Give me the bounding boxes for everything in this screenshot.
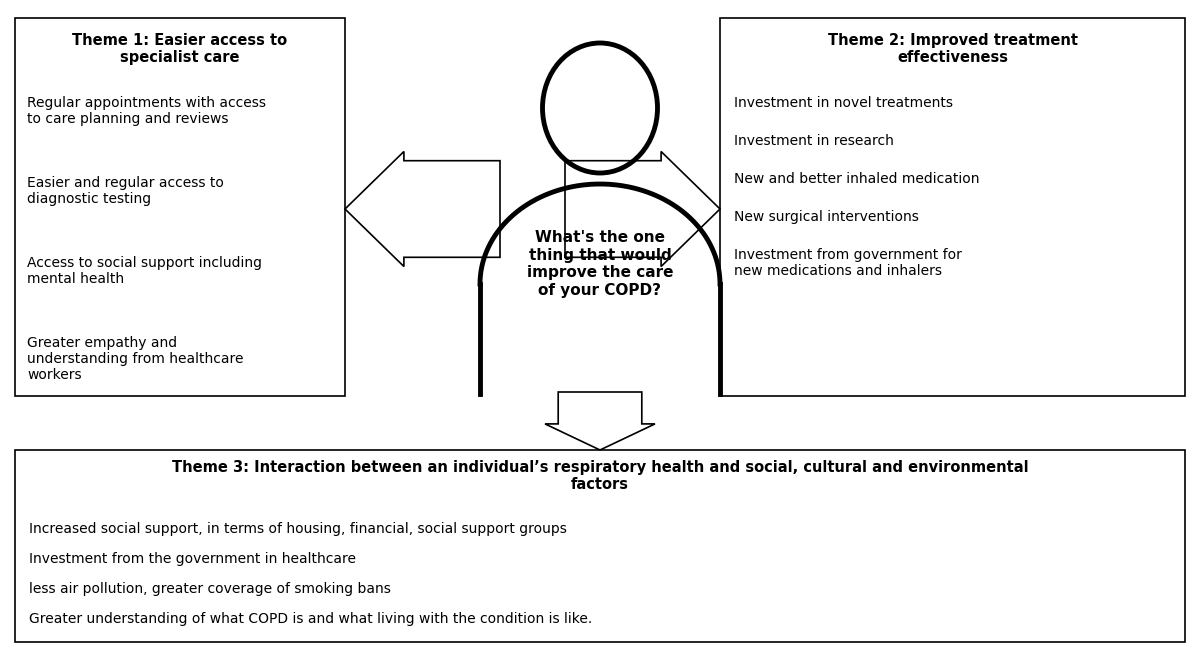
Polygon shape	[565, 152, 720, 266]
Text: Investment from government for
new medications and inhalers: Investment from government for new medic…	[734, 248, 962, 278]
Text: Investment in research: Investment in research	[734, 134, 894, 148]
Text: Greater empathy and
understanding from healthcare
workers: Greater empathy and understanding from h…	[28, 336, 244, 383]
Text: Investment in novel treatments: Investment in novel treatments	[734, 96, 953, 110]
Bar	[14, 18, 346, 396]
Text: Theme 1: Easier access to
specialist care: Theme 1: Easier access to specialist car…	[72, 33, 288, 65]
Bar	[14, 450, 1186, 642]
Polygon shape	[545, 392, 655, 450]
Text: Theme 3: Interaction between an individual’s respiratory health and social, cult: Theme 3: Interaction between an individu…	[172, 460, 1028, 492]
Text: Investment from the government in healthcare: Investment from the government in health…	[29, 552, 356, 566]
Text: Easier and regular access to
diagnostic testing: Easier and regular access to diagnostic …	[28, 176, 224, 206]
Text: less air pollution, greater coverage of smoking bans: less air pollution, greater coverage of …	[29, 582, 391, 596]
Text: New surgical interventions: New surgical interventions	[734, 210, 919, 224]
Text: Greater understanding of what COPD is and what living with the condition is like: Greater understanding of what COPD is an…	[29, 612, 593, 626]
Text: Theme 2: Improved treatment
effectiveness: Theme 2: Improved treatment effectivenes…	[828, 33, 1078, 65]
Text: Increased social support, in terms of housing, financial, social support groups: Increased social support, in terms of ho…	[29, 522, 566, 536]
Text: What's the one
thing that would
improve the care
of your COPD?: What's the one thing that would improve …	[527, 230, 673, 298]
Text: Regular appointments with access
to care planning and reviews: Regular appointments with access to care…	[28, 96, 266, 126]
Bar	[720, 18, 1186, 396]
Text: New and better inhaled medication: New and better inhaled medication	[734, 172, 979, 186]
Polygon shape	[346, 152, 500, 266]
Text: Access to social support including
mental health: Access to social support including menta…	[28, 256, 262, 286]
